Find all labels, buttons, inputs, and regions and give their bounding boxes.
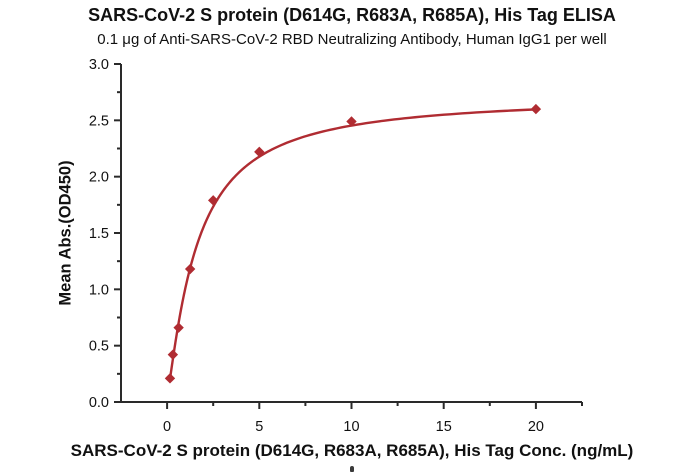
x-tick-label: 10 (343, 419, 359, 435)
y-tick-label: 2.0 (89, 170, 109, 186)
x-tick-label: 5 (255, 419, 263, 435)
data-point-marker (530, 103, 542, 115)
cropped-text-artifact (350, 466, 354, 472)
data-point-marker (167, 349, 179, 360)
y-tick-label: 2.5 (89, 113, 109, 129)
x-tick-label: 15 (436, 419, 452, 435)
y-tick-label: 1.5 (89, 226, 109, 242)
data-point-marker (184, 263, 196, 275)
y-tick-label: 1.0 (89, 282, 109, 298)
y-tick-label: 0.0 (89, 395, 109, 411)
chart-subtitle: 0.1 μg of Anti-SARS-CoV-2 RBD Neutralizi… (97, 31, 607, 48)
x-axis-title: SARS-CoV-2 S protein (D614G, R683A, R685… (70, 441, 634, 460)
y-tick-label: 0.5 (89, 339, 109, 355)
chart-title: SARS-CoV-2 S protein (D614G, R683A, R685… (88, 5, 616, 25)
data-point-marker (208, 195, 219, 206)
data-point-marker (164, 373, 176, 384)
x-tick-label: 20 (528, 419, 544, 435)
fit-curve (168, 108, 538, 381)
y-axis-title: Mean Abs.(OD450) (56, 160, 75, 306)
y-tick-label: 3.0 (89, 57, 109, 73)
data-point-marker (173, 322, 184, 333)
x-tick-label: 0 (163, 419, 171, 435)
data-point-marker (254, 146, 265, 158)
data-point-marker (346, 116, 357, 127)
